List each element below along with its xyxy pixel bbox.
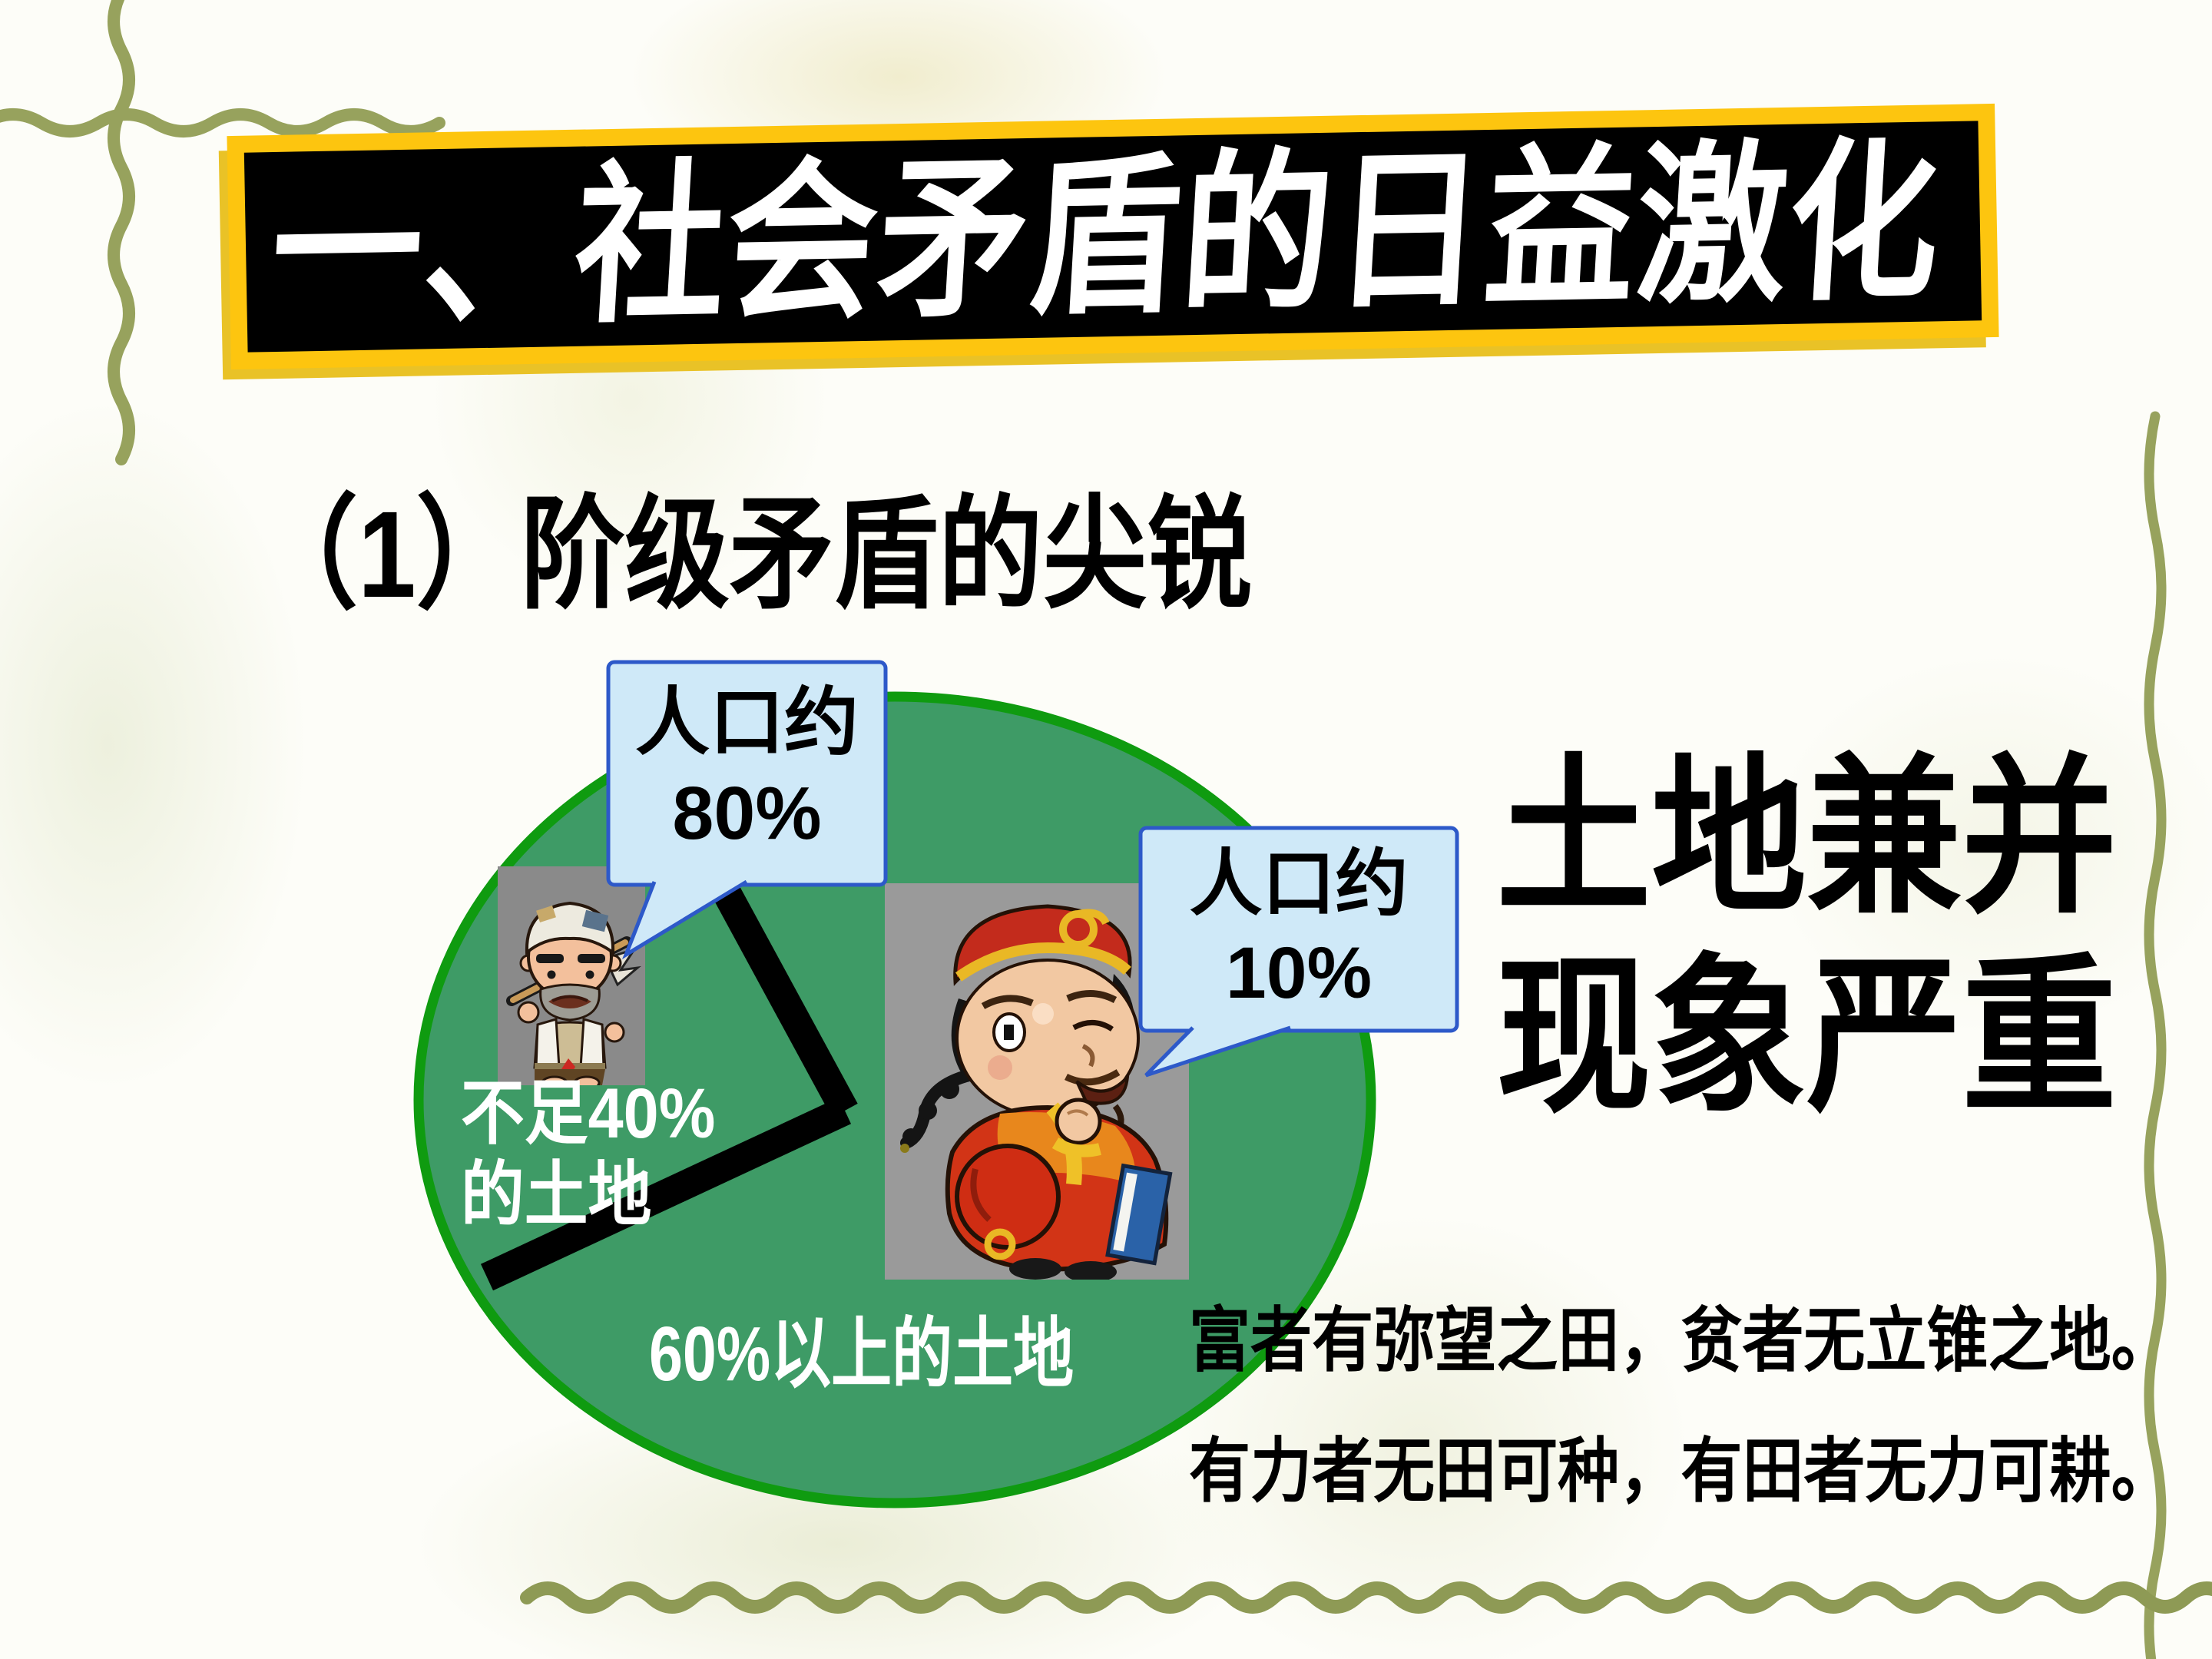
peasant-callout-line1: 人口约 [635, 680, 859, 764]
landlord-callout-text: 人口约 10% [1141, 840, 1457, 1018]
peasant-callout-bubble [606, 660, 888, 887]
section-heading: （1）阶级矛盾的尖锐 [253, 485, 1252, 623]
vine-top-vertical [108, 0, 135, 465]
landlord-callout-line1: 人口约 [1189, 843, 1409, 925]
headline-line2: 现象严重 [1496, 942, 2118, 1133]
peasant-illustration [498, 866, 645, 1085]
peasant-callout-line2: 80% [672, 771, 822, 856]
headline: 土地兼并 现象严重 [1496, 739, 2117, 1137]
title-banner: 一、社会矛盾的日益激化 [227, 103, 1999, 370]
peasant-land-label-line1: 不足40% [461, 1075, 716, 1153]
peasant-land-label: 不足40% 的土地 [461, 1074, 715, 1237]
quote-line1: 富者有弥望之田，贫者无立锥之地。 [1189, 1302, 2173, 1380]
landlord-callout-line2: 10% [1225, 932, 1373, 1014]
landlord-callout-tail [1144, 1025, 1291, 1078]
landlord-callout-bubble [1138, 826, 1459, 1033]
title-banner-inner: 一、社会矛盾的日益激化 [243, 121, 1982, 353]
peasant-callout-tail [622, 879, 748, 959]
vine-top-horizontal [0, 108, 445, 137]
landlord-illustration [885, 883, 1189, 1280]
slide-title: 一、社会矛盾的日益激化 [266, 124, 1946, 349]
landlord-land-label: 60%以上的土地 [649, 1311, 1075, 1397]
pie-slice-divider-lower [480, 1097, 852, 1291]
headline-line1: 土地兼并 [1496, 743, 2118, 933]
peasant-callout-text: 人口约 80% [608, 677, 886, 859]
peasant-land-label-line2: 的土地 [461, 1155, 652, 1234]
vine-right-vertical [2144, 411, 2167, 1659]
quote-line2: 有力者无田可种，有田者无力可耕。 [1189, 1432, 2173, 1511]
